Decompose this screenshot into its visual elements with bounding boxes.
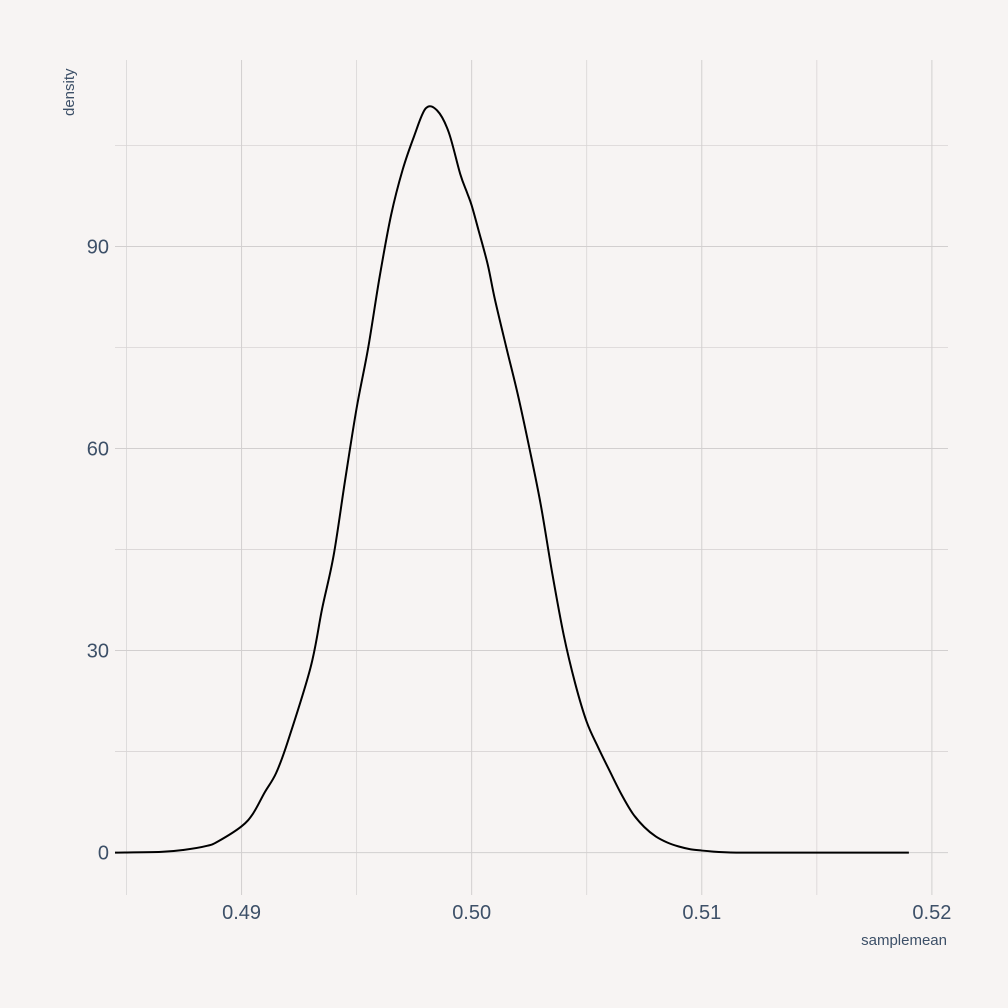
x-axis-tick-labels: 0.49 0.50 0.51 0.52 bbox=[222, 902, 951, 924]
y-tick-label: 30 bbox=[87, 641, 109, 663]
x-axis-title: samplemean bbox=[861, 932, 947, 949]
y-tick-label: 90 bbox=[87, 237, 109, 259]
y-tick-label: 0 bbox=[98, 843, 109, 865]
density-curve bbox=[114, 105, 909, 854]
major-gridlines bbox=[115, 60, 948, 895]
minor-gridlines bbox=[115, 60, 948, 895]
y-axis-tick-labels: 0 30 60 90 bbox=[87, 237, 109, 865]
x-tick-label: 0.50 bbox=[452, 902, 491, 924]
x-tick-label: 0.52 bbox=[912, 902, 951, 924]
y-axis-title: density bbox=[61, 68, 78, 116]
x-tick-label: 0.51 bbox=[682, 902, 721, 924]
y-tick-label: 60 bbox=[87, 439, 109, 461]
x-tick-label: 0.49 bbox=[222, 902, 261, 924]
